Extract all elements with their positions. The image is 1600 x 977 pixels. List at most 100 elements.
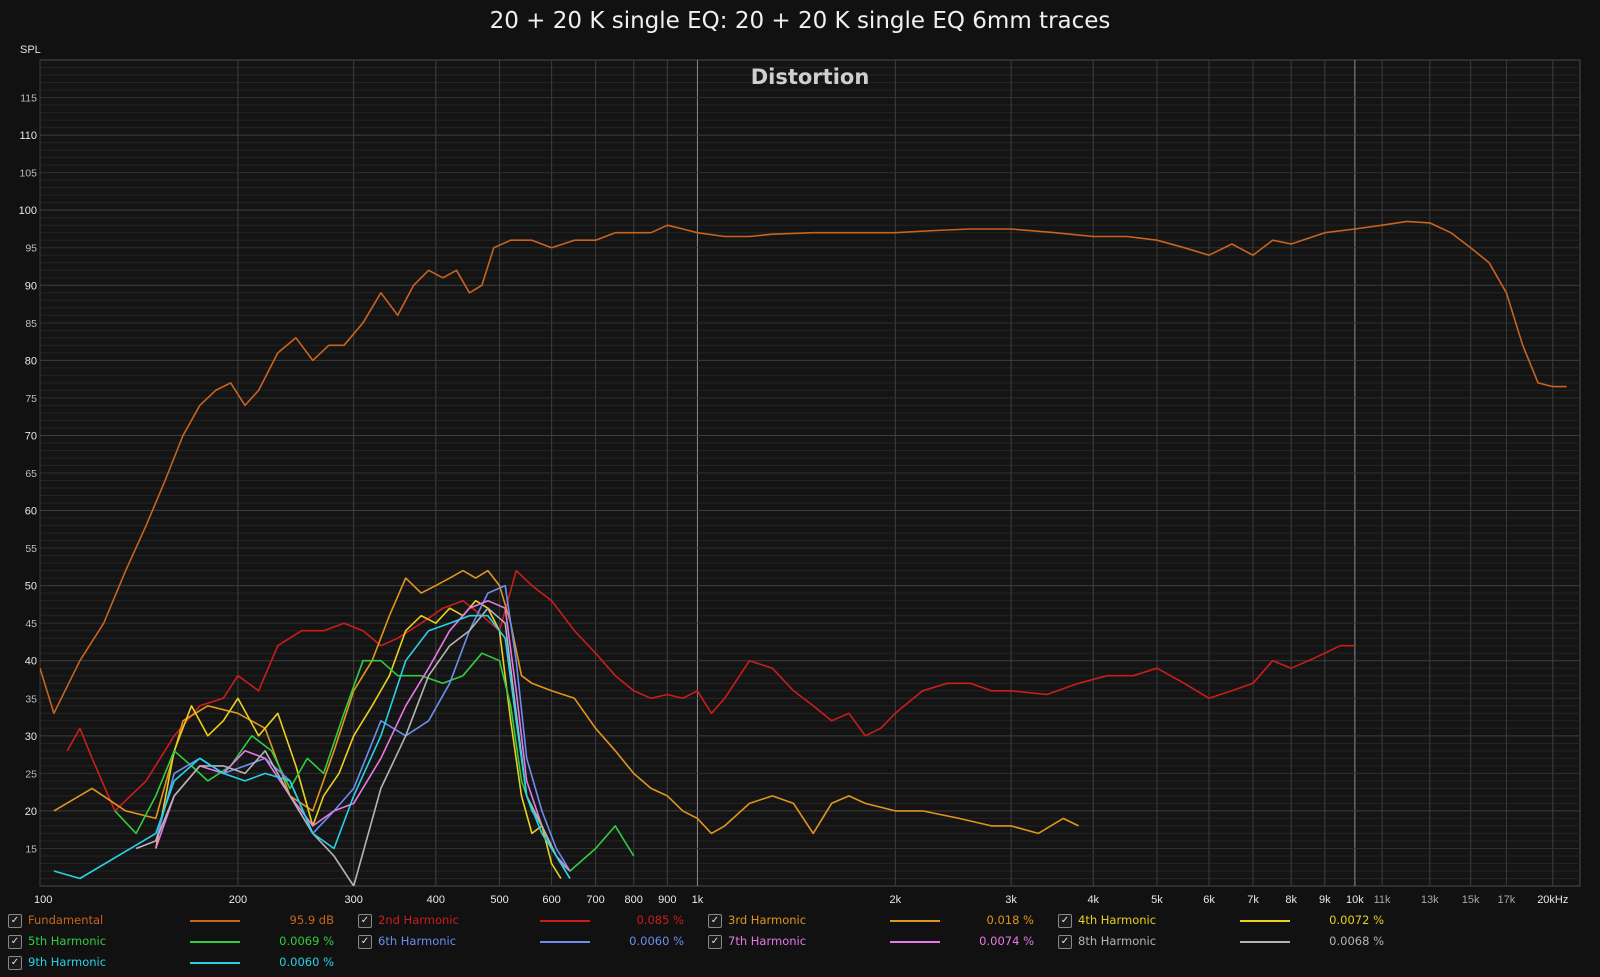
x-tick-label: 400 xyxy=(427,894,445,906)
legend-line-swatch xyxy=(890,920,940,922)
window-title: 20 + 20 K single EQ: 20 + 20 K single EQ… xyxy=(489,8,1111,34)
legend-series-name: 2nd Harmonic xyxy=(378,913,459,927)
legend-line-swatch xyxy=(540,941,590,943)
x-tick-label: 9k xyxy=(1319,894,1331,906)
x-tick-label: 3k xyxy=(1005,894,1017,906)
x-tick-label: 13k xyxy=(1421,894,1439,906)
series-line-3rd-harmonic xyxy=(53,569,1079,835)
series-line-2nd-harmonic xyxy=(66,569,1355,812)
y-tick-label: 45 xyxy=(25,618,37,630)
legend-checkbox[interactable]: ✓ xyxy=(8,935,22,949)
x-tick-label: 4k xyxy=(1087,894,1099,906)
y-tick-label: 70 xyxy=(25,430,37,442)
legend-item-6th-harmonic: ✓ 6th Harmonic 0.0060 % xyxy=(358,933,698,953)
legend-checkbox[interactable]: ✓ xyxy=(358,914,372,928)
x-tick-label: 5k xyxy=(1151,894,1163,906)
legend-item-8th-harmonic: ✓ 8th Harmonic 0.0068 % xyxy=(1058,933,1398,953)
legend-line-swatch xyxy=(540,920,590,922)
legend-series-name: 8th Harmonic xyxy=(1078,934,1157,948)
series-line-fundamental xyxy=(40,220,1567,715)
legend-checkbox[interactable]: ✓ xyxy=(8,914,22,928)
legend-line-swatch xyxy=(190,920,240,922)
legend-series-name: 9th Harmonic xyxy=(28,955,107,969)
x-tick-label: 1k xyxy=(692,894,704,906)
legend-line-swatch xyxy=(1240,920,1290,922)
x-tick-label: 20kHz xyxy=(1537,894,1568,906)
legend-item-7th-harmonic: ✓ 7th Harmonic 0.0074 % xyxy=(708,933,1048,953)
series-line-9th-harmonic xyxy=(53,614,571,880)
legend-series-value: 0.0060 % xyxy=(279,955,334,969)
legend-series-name: 5th Harmonic xyxy=(28,934,107,948)
legend-series-value: 0.0072 % xyxy=(1329,913,1384,927)
y-tick-label: 115 xyxy=(20,93,37,105)
legend-series-value: 95.9 dB xyxy=(289,913,334,927)
x-tick-label: 8k xyxy=(1285,894,1297,906)
y-tick-label: 20 xyxy=(25,806,37,818)
legend-item-5th-harmonic: ✓ 5th Harmonic 0.0069 % xyxy=(8,933,348,953)
y-tick-label: 50 xyxy=(25,581,37,593)
x-tick-label: 300 xyxy=(344,894,362,906)
x-tick-label: 15k xyxy=(1462,894,1480,906)
chart-title: Distortion xyxy=(751,65,870,89)
legend-series-value: 0.0068 % xyxy=(1329,934,1384,948)
x-tick-label: 700 xyxy=(586,894,604,906)
legend-series-name: 3rd Harmonic xyxy=(728,913,807,927)
x-tick-label: 600 xyxy=(542,894,560,906)
legend-series-value: 0.085 % xyxy=(636,913,684,927)
legend-series-value: 0.018 % xyxy=(986,913,1034,927)
x-tick-label: 2k xyxy=(890,894,902,906)
legend-series-value: 0.0074 % xyxy=(979,934,1034,948)
y-tick-label: 30 xyxy=(25,731,37,743)
legend-line-swatch xyxy=(1240,941,1290,943)
legend-series-name: 4th Harmonic xyxy=(1078,913,1157,927)
y-tick-label: 90 xyxy=(25,280,37,292)
distortion-chart[interactable]: 15 20 25 30 35 40 45 50 55 60 65 70 75 80 85 90 95 100 105… xyxy=(0,0,1600,912)
y-tick-label: 75 xyxy=(25,393,37,405)
legend-series-name: 7th Harmonic xyxy=(728,934,807,948)
legend-item-3rd-harmonic: ✓ 3rd Harmonic 0.018 % xyxy=(708,912,1048,932)
legend-checkbox[interactable]: ✓ xyxy=(708,914,722,928)
x-tick-label: 7k xyxy=(1247,894,1259,906)
legend-line-swatch xyxy=(190,941,240,943)
legend-checkbox[interactable]: ✓ xyxy=(358,935,372,949)
legend-series-name: Fundamental xyxy=(28,913,104,927)
legend-checkbox[interactable]: ✓ xyxy=(1058,935,1072,949)
y-tick-label: 95 xyxy=(25,243,37,255)
y-tick-label: 65 xyxy=(25,468,37,480)
x-tick-label: 100 xyxy=(34,894,52,906)
y-tick-label: 60 xyxy=(25,506,37,518)
y-tick-label: 110 xyxy=(19,130,37,142)
legend-line-swatch xyxy=(190,962,240,964)
x-tick-label: 10k xyxy=(1346,894,1364,906)
y-tick-label: 100 xyxy=(19,205,37,217)
x-tick-label: 800 xyxy=(625,894,643,906)
x-tick-label: 6k xyxy=(1203,894,1215,906)
x-tick-label: 500 xyxy=(490,894,508,906)
x-tick-label: 200 xyxy=(229,894,247,906)
x-tick-label: 900 xyxy=(658,894,676,906)
x-tick-label: 17k xyxy=(1498,894,1516,906)
legend-line-swatch xyxy=(890,941,940,943)
y-tick-label: 105 xyxy=(19,168,37,180)
legend-series-value: 0.0069 % xyxy=(279,934,334,948)
y-tick-label: 25 xyxy=(25,768,37,780)
legend-item-fundamental: ✓ Fundamental 95.9 dB xyxy=(8,912,348,932)
legend-series-value: 0.0060 % xyxy=(629,934,684,948)
legend-series-name: 6th Harmonic xyxy=(378,934,457,948)
legend-checkbox[interactable]: ✓ xyxy=(708,935,722,949)
legend-item-4th-harmonic: ✓ 4th Harmonic 0.0072 % xyxy=(1058,912,1398,932)
series-line-7th-harmonic xyxy=(155,599,571,872)
y-tick-label: 15 xyxy=(25,843,37,855)
legend-checkbox[interactable]: ✓ xyxy=(1058,914,1072,928)
x-tick-label: 11k xyxy=(1374,894,1391,906)
legend-checkbox[interactable]: ✓ xyxy=(8,956,22,970)
legend-item-9th-harmonic: ✓ 9th Harmonic 0.0060 % xyxy=(8,954,348,974)
y-axis-label: SPL xyxy=(20,44,41,56)
y-tick-label: 40 xyxy=(25,656,37,668)
y-tick-label: 80 xyxy=(25,355,37,367)
legend-item-2nd-harmonic: ✓ 2nd Harmonic 0.085 % xyxy=(358,912,698,932)
y-tick-label: 55 xyxy=(25,543,37,555)
legend: ✓ Fundamental 95.9 dB ✓ 2nd Harmonic 0.085 % ✓… xyxy=(0,912,1600,977)
y-tick-label: 35 xyxy=(25,693,37,705)
series-line-4th-harmonic xyxy=(155,599,562,879)
